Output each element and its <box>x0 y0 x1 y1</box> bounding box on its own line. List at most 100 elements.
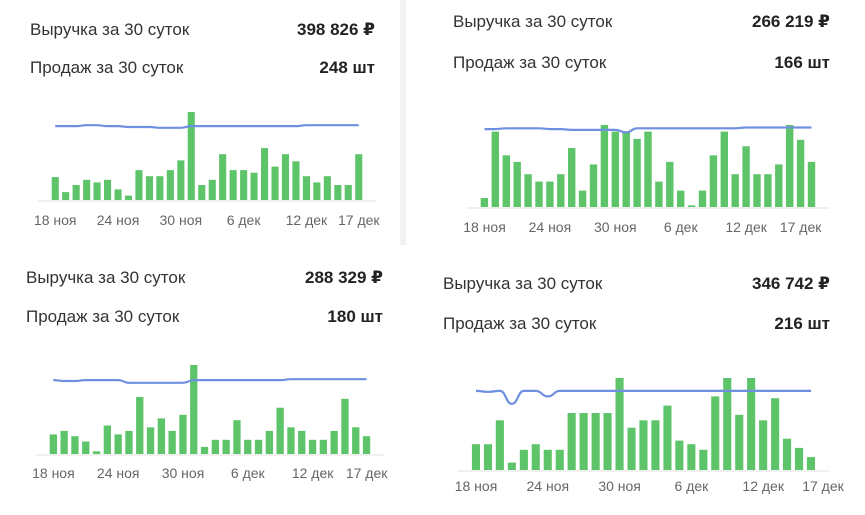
sales-value: 166 шт <box>774 53 830 72</box>
sales-bar <box>281 154 289 200</box>
sales-bar <box>198 185 206 200</box>
x-tick-label: 24 ноя <box>529 219 572 235</box>
revenue-value: 288 329 ₽ <box>304 268 383 287</box>
sales-bar <box>786 125 794 207</box>
sales-bar <box>190 365 198 454</box>
sales-bar <box>747 378 756 470</box>
sales-label: Продаж за 30 суток <box>453 53 607 72</box>
sales-bar <box>355 154 363 200</box>
sales-bar <box>341 398 349 454</box>
x-tick-label: 30 ноя <box>594 219 637 235</box>
sales-bar <box>731 174 739 207</box>
sales-bar <box>292 161 300 200</box>
sales-bar <box>677 190 685 207</box>
sales-bar <box>709 155 718 207</box>
sales-bar <box>502 155 510 207</box>
sales-bar <box>177 160 185 200</box>
sales-bar <box>49 434 57 454</box>
sales-bar <box>62 192 70 200</box>
sales-bar <box>568 148 576 207</box>
sales-bar <box>344 185 352 200</box>
panel-divider <box>400 0 406 245</box>
x-tick-label: 12 дек <box>725 219 767 235</box>
sales-bar <box>330 430 338 454</box>
sales-bar <box>627 427 636 470</box>
sales-bar <box>168 430 176 454</box>
sales-bar <box>644 131 652 207</box>
sales-bar <box>591 413 600 470</box>
sales-bar <box>807 161 816 207</box>
sales-bar <box>271 166 279 200</box>
sales-bar <box>639 420 648 470</box>
sales-bar <box>806 457 815 470</box>
sales-bar <box>633 138 641 207</box>
sales-bar <box>753 174 761 207</box>
sales-bar <box>796 139 805 207</box>
sales-bar <box>240 170 248 200</box>
sales-label: Продаж за 30 суток <box>26 307 180 326</box>
x-tick-label: 24 ноя <box>527 478 570 494</box>
x-tick-label: 6 дек <box>664 219 699 235</box>
sales-bar <box>179 414 187 454</box>
sales-bar <box>535 181 543 207</box>
sales-bar <box>219 154 227 200</box>
stats-panel-2: Выручка за 30 суток 266 219 ₽ Продаж за … <box>425 0 865 250</box>
sales-bar <box>83 179 91 200</box>
x-tick-label: 24 ноя <box>97 465 140 481</box>
sales-bar <box>546 181 554 207</box>
sales-bar <box>362 436 371 454</box>
sales-bar <box>507 462 516 470</box>
sales-bar <box>723 378 732 470</box>
stats-panel-3: Выручка за 30 суток 288 329 ₽ Продаж за … <box>0 258 405 515</box>
price-line <box>475 389 811 405</box>
sales-chart-2: 18 ноя 24 ноя 30 ноя 6 дек 12 дек 17 дек <box>463 125 829 235</box>
sales-bar <box>334 185 342 200</box>
x-tick-label: 17 дек <box>338 212 380 228</box>
sales-bar <box>302 176 310 200</box>
x-tick-label: 18 ноя <box>34 212 77 228</box>
sales-bar <box>92 451 101 454</box>
x-tick-label: 6 дек <box>675 478 710 494</box>
sales-bar <box>244 439 252 454</box>
sales-bar <box>229 170 237 200</box>
sales-bar <box>655 181 663 207</box>
panel-background <box>425 258 865 515</box>
x-tick-label: 17 дек <box>346 465 388 481</box>
stats-panel-1: Выручка за 30 суток 398 826 ₽ Продаж за … <box>0 0 405 245</box>
sales-bar <box>579 413 588 470</box>
sales-bar <box>783 438 792 470</box>
sales-bar <box>531 444 540 470</box>
panel-background <box>0 0 405 245</box>
x-tick-label: 18 ноя <box>32 465 75 481</box>
sales-bar <box>742 146 750 207</box>
sales-bar <box>323 176 331 200</box>
sales-bar <box>675 440 684 470</box>
sales-value: 216 шт <box>774 314 830 333</box>
sales-bar <box>543 449 552 470</box>
x-tick-label: 17 дек <box>802 478 844 494</box>
sales-bar <box>687 205 696 207</box>
x-tick-label: 24 ноя <box>97 212 140 228</box>
sales-bar <box>93 182 101 200</box>
sales-bar <box>157 418 165 454</box>
sales-bar <box>166 170 174 200</box>
x-tick-label: 30 ноя <box>160 212 203 228</box>
sales-bar <box>103 425 111 454</box>
sales-label: Продаж за 30 суток <box>30 58 184 77</box>
sales-bar <box>771 398 780 470</box>
revenue-label: Выручка за 30 суток <box>30 20 190 39</box>
sales-bar <box>104 179 112 200</box>
sales-chart-1: 18 ноя 24 ноя 30 ноя 6 дек 12 дек 17 дек <box>34 112 380 228</box>
sales-bar <box>663 405 672 470</box>
sales-bar <box>313 182 321 200</box>
sales-bar <box>71 436 79 454</box>
x-tick-label: 18 ноя <box>463 219 506 235</box>
sales-bar <box>287 427 295 454</box>
sales-bar <box>298 430 306 454</box>
revenue-label: Выручка за 30 суток <box>26 268 186 287</box>
x-tick-label: 18 ноя <box>455 478 498 494</box>
sales-bar <box>491 131 499 207</box>
sales-bar <box>735 414 744 470</box>
sales-bar <box>611 131 619 207</box>
price-line <box>55 124 359 129</box>
